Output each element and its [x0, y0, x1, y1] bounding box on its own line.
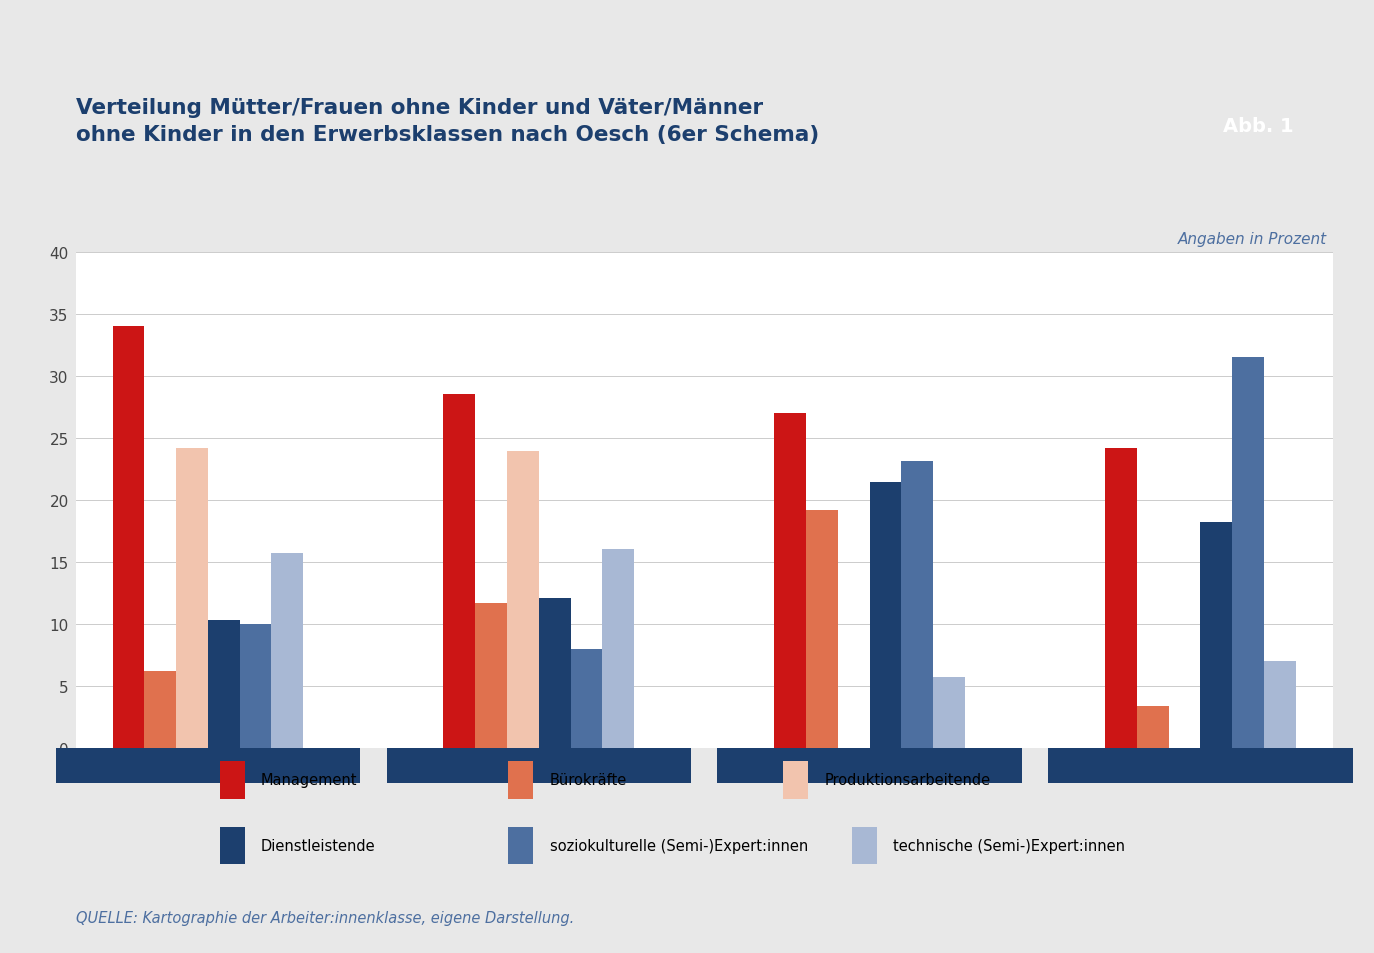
Text: Abb. 1: Abb. 1: [1223, 117, 1294, 135]
Bar: [475, 603, 507, 748]
Bar: [807, 510, 838, 748]
Text: technische (Semi-)Expert:innen: technische (Semi-)Expert:innen: [893, 838, 1125, 853]
FancyBboxPatch shape: [56, 748, 360, 782]
Bar: [1264, 661, 1296, 748]
Bar: [933, 678, 965, 748]
Bar: [207, 620, 239, 748]
Bar: [220, 761, 245, 799]
Bar: [239, 624, 272, 748]
Text: Bürokräfte: Bürokräfte: [550, 773, 627, 787]
FancyBboxPatch shape: [386, 748, 691, 782]
Text: Management: Management: [261, 773, 357, 787]
Bar: [444, 395, 475, 748]
Bar: [775, 414, 807, 748]
Text: Produktionsarbeitende: Produktionsarbeitende: [824, 773, 991, 787]
Text: Väter: Väter: [184, 758, 231, 773]
Bar: [870, 483, 901, 748]
Bar: [144, 671, 176, 748]
Bar: [113, 327, 144, 748]
Text: Männer ohne Kinder: Männer ohne Kinder: [452, 758, 627, 773]
Bar: [852, 827, 877, 864]
Bar: [901, 462, 933, 748]
Text: Mütter: Mütter: [1171, 758, 1230, 773]
Bar: [539, 598, 570, 748]
Text: Dienstleistende: Dienstleistende: [261, 838, 375, 853]
Bar: [507, 452, 539, 748]
Bar: [783, 761, 808, 799]
Bar: [1105, 448, 1136, 748]
Bar: [1232, 358, 1264, 748]
Bar: [508, 827, 533, 864]
Bar: [1201, 522, 1232, 748]
FancyBboxPatch shape: [717, 748, 1022, 782]
Bar: [570, 649, 602, 748]
Text: Angaben in Prozent: Angaben in Prozent: [1178, 232, 1326, 247]
Text: QUELLE: Kartographie der Arbeiter:innenklasse, eigene Darstellung.: QUELLE: Kartographie der Arbeiter:innenk…: [76, 910, 574, 924]
Bar: [602, 550, 633, 748]
FancyBboxPatch shape: [1048, 748, 1352, 782]
Bar: [508, 761, 533, 799]
Text: soziokulturelle (Semi-)Expert:innen: soziokulturelle (Semi-)Expert:innen: [550, 838, 808, 853]
Bar: [1136, 706, 1169, 748]
Bar: [220, 827, 245, 864]
Text: Frauen ohne Kinder: Frauen ohne Kinder: [785, 758, 954, 773]
Text: Verteilung Mütter/Frauen ohne Kinder und Väter/Männer
ohne Kinder in den Erwerbs: Verteilung Mütter/Frauen ohne Kinder und…: [76, 97, 819, 145]
Bar: [176, 448, 207, 748]
Bar: [272, 554, 304, 748]
